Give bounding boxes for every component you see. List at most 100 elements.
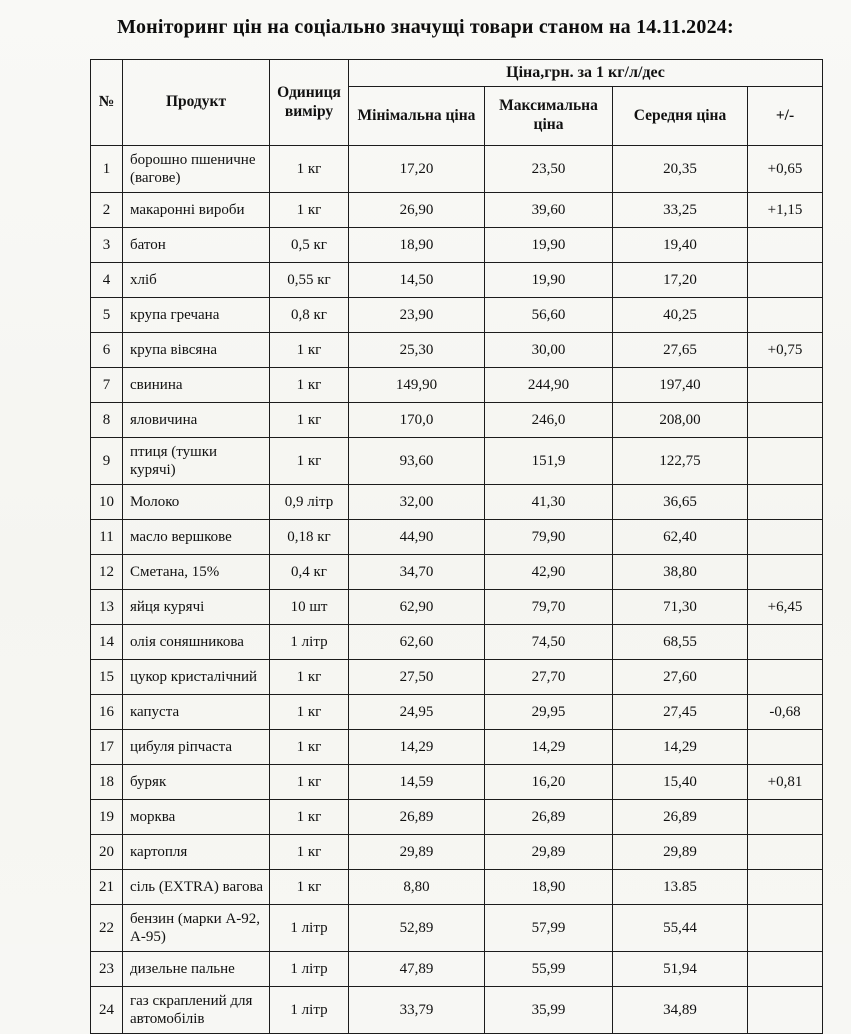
delta-cell <box>746 554 824 590</box>
min-price-cell: 25,30 <box>348 332 485 368</box>
avg-price-cell: 55,44 <box>612 904 748 952</box>
avg-price-cell: 122,75 <box>612 437 748 485</box>
row-number-cell: 14 <box>90 624 123 660</box>
delta-cell <box>746 904 824 952</box>
header-price-group: Ціна,грн. за 1 кг/л/дес <box>347 59 824 87</box>
product-cell: хліб <box>122 262 270 298</box>
product-cell: крупа гречана <box>122 297 270 333</box>
table-row: 19 морква 1 кг 26,89 26,89 26,89 <box>90 799 824 835</box>
table-row: 16 капуста 1 кг 24,95 29,95 27,45 -0,68 <box>90 694 824 730</box>
unit-cell: 10 шт <box>269 589 349 625</box>
min-price-cell: 8,80 <box>348 869 485 905</box>
header-max-price: Максимальна ціна <box>484 86 613 146</box>
delta-cell <box>746 402 824 438</box>
avg-price-cell: 27,60 <box>612 659 748 695</box>
min-price-cell: 62,60 <box>348 624 485 660</box>
row-number-cell: 23 <box>90 951 123 987</box>
min-price-cell: 18,90 <box>348 227 485 263</box>
row-number-cell: 17 <box>90 729 123 765</box>
delta-cell <box>746 437 824 485</box>
min-price-cell: 44,90 <box>348 519 485 555</box>
delta-cell <box>746 262 824 298</box>
table-row: 13 яйця курячі 10 шт 62,90 79,70 71,30 +… <box>90 589 824 625</box>
header-product: Продукт <box>122 59 270 146</box>
unit-cell: 1 кг <box>269 869 349 905</box>
row-number-cell: 8 <box>90 402 123 438</box>
unit-cell: 0,5 кг <box>269 227 349 263</box>
table-row: 11 масло вершкове 0,18 кг 44,90 79,90 62… <box>90 519 824 555</box>
min-price-cell: 33,79 <box>348 986 485 1034</box>
avg-price-cell: 19,40 <box>612 227 748 263</box>
unit-cell: 1 кг <box>269 799 349 835</box>
unit-cell: 1 літр <box>269 951 349 987</box>
unit-cell: 1 кг <box>269 659 349 695</box>
min-price-cell: 52,89 <box>348 904 485 952</box>
avg-price-cell: 15,40 <box>612 764 748 800</box>
row-number-cell: 2 <box>90 192 123 228</box>
product-cell: яйця курячі <box>122 589 270 625</box>
min-price-cell: 24,95 <box>348 694 485 730</box>
min-price-cell: 93,60 <box>348 437 485 485</box>
row-number-cell: 15 <box>90 659 123 695</box>
product-cell: масло вершкове <box>122 519 270 555</box>
product-cell: яловичина <box>122 402 270 438</box>
table-row: 14 олія соняшникова 1 літр 62,60 74,50 6… <box>90 624 824 660</box>
unit-cell: 1 кг <box>269 694 349 730</box>
row-number-cell: 9 <box>90 437 123 485</box>
max-price-cell: 246,0 <box>484 402 613 438</box>
avg-price-cell: 14,29 <box>612 729 748 765</box>
unit-cell: 0,9 літр <box>269 484 349 520</box>
max-price-cell: 151,9 <box>484 437 613 485</box>
row-number-cell: 21 <box>90 869 123 905</box>
avg-price-cell: 33,25 <box>612 192 748 228</box>
min-price-cell: 26,89 <box>348 799 485 835</box>
unit-cell: 0,55 кг <box>269 262 349 298</box>
product-cell: сіль (EXTRA) вагова <box>122 869 270 905</box>
table-row: 2 макаронні вироби 1 кг 26,90 39,60 33,2… <box>90 192 824 228</box>
avg-price-cell: 51,94 <box>612 951 748 987</box>
delta-cell <box>746 367 824 403</box>
min-price-cell: 27,50 <box>348 659 485 695</box>
max-price-cell: 35,99 <box>484 986 613 1034</box>
row-number-cell: 12 <box>90 554 123 590</box>
min-price-cell: 14,29 <box>348 729 485 765</box>
min-price-cell: 62,90 <box>348 589 485 625</box>
delta-cell <box>746 799 824 835</box>
row-number-cell: 24 <box>90 986 123 1034</box>
product-cell: цукор кристалічний <box>122 659 270 695</box>
delta-cell <box>746 484 824 520</box>
unit-cell: 1 літр <box>269 986 349 1034</box>
row-number-cell: 20 <box>90 834 123 870</box>
table-row: 15 цукор кристалічний 1 кг 27,50 27,70 2… <box>90 659 824 695</box>
max-price-cell: 16,20 <box>484 764 613 800</box>
delta-cell: +0,65 <box>746 145 824 193</box>
max-price-cell: 57,99 <box>484 904 613 952</box>
unit-cell: 1 кг <box>269 402 349 438</box>
row-number-cell: 22 <box>90 904 123 952</box>
price-table-body: 1 борошно пшеничне (вагове) 1 кг 17,20 2… <box>90 145 824 1034</box>
delta-cell <box>746 519 824 555</box>
table-row: 10 Молоко 0,9 літр 32,00 41,30 36,65 <box>90 484 824 520</box>
table-row: 22 бензин (марки А-92, А-95) 1 літр 52,8… <box>90 904 824 952</box>
product-cell: картопля <box>122 834 270 870</box>
max-price-cell: 42,90 <box>484 554 613 590</box>
max-price-cell: 29,89 <box>484 834 613 870</box>
max-price-cell: 27,70 <box>484 659 613 695</box>
product-cell: макаронні вироби <box>122 192 270 228</box>
max-price-cell: 56,60 <box>484 297 613 333</box>
max-price-cell: 244,90 <box>484 367 613 403</box>
unit-cell: 1 кг <box>269 145 349 193</box>
avg-price-cell: 17,20 <box>612 262 748 298</box>
product-cell: крупа вівсяна <box>122 332 270 368</box>
unit-cell: 0,18 кг <box>269 519 349 555</box>
avg-price-cell: 34,89 <box>612 986 748 1034</box>
delta-cell: -0,68 <box>746 694 824 730</box>
unit-cell: 0,8 кг <box>269 297 349 333</box>
delta-cell <box>746 834 824 870</box>
table-row: 17 цибуля ріпчаста 1 кг 14,29 14,29 14,2… <box>90 729 824 765</box>
delta-cell <box>746 659 824 695</box>
table-row: 20 картопля 1 кг 29,89 29,89 29,89 <box>90 834 824 870</box>
avg-price-cell: 26,89 <box>612 799 748 835</box>
max-price-cell: 29,95 <box>484 694 613 730</box>
unit-cell: 1 кг <box>269 437 349 485</box>
